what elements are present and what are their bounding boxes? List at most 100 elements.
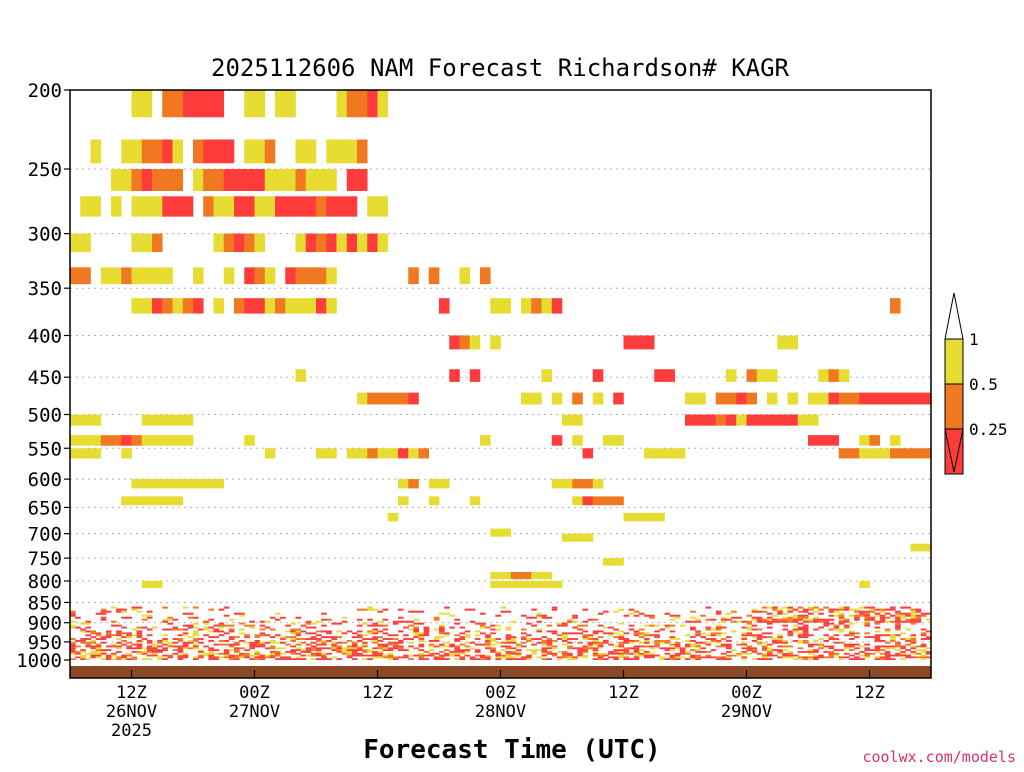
bl-cell bbox=[372, 630, 379, 633]
bl-cell bbox=[187, 624, 194, 627]
bl-cell bbox=[111, 658, 117, 660]
bl-cell bbox=[495, 641, 502, 644]
bl-cell bbox=[736, 643, 742, 646]
bl-cell bbox=[818, 643, 824, 646]
bl-cell bbox=[459, 643, 466, 646]
bl-cell bbox=[849, 630, 855, 633]
bl-cell bbox=[228, 630, 235, 633]
bl-cell bbox=[567, 618, 573, 621]
bl-cell bbox=[362, 654, 368, 657]
bl-cell bbox=[664, 626, 671, 629]
bl-cell bbox=[116, 630, 122, 633]
bl-cell bbox=[879, 618, 886, 621]
y-tick-label: 850 bbox=[28, 592, 62, 614]
y-tick-label: 550 bbox=[28, 438, 62, 460]
bl-cell bbox=[505, 645, 512, 648]
bl-cell bbox=[193, 638, 199, 640]
bl-cell bbox=[95, 645, 102, 648]
ri-cell bbox=[285, 298, 296, 314]
bl-cell bbox=[859, 658, 865, 660]
bl-cell bbox=[490, 628, 496, 631]
bl-cell bbox=[777, 645, 783, 648]
bl-cell bbox=[187, 612, 194, 615]
bl-cell bbox=[792, 628, 799, 631]
bl-cell bbox=[685, 639, 691, 642]
ri-cell bbox=[326, 298, 337, 314]
ri-cell bbox=[377, 196, 389, 217]
bl-cell bbox=[772, 606, 778, 609]
ri-cell bbox=[367, 448, 378, 459]
bl-cell bbox=[925, 636, 932, 639]
ri-cell bbox=[736, 392, 747, 405]
bl-cell bbox=[726, 654, 732, 657]
bl-cell bbox=[152, 649, 158, 652]
bl-cell bbox=[300, 649, 307, 652]
bl-cell bbox=[592, 651, 599, 653]
ri-cell bbox=[213, 90, 225, 118]
bl-cell bbox=[392, 622, 399, 625]
bl-cell bbox=[177, 628, 184, 631]
bl-cell bbox=[864, 620, 871, 623]
ri-cell bbox=[808, 414, 819, 426]
bl-cell bbox=[121, 632, 127, 635]
bl-cell bbox=[75, 626, 81, 629]
bl-cell bbox=[920, 654, 927, 657]
bl-cell bbox=[382, 654, 389, 657]
y-tick-label: 400 bbox=[28, 325, 62, 347]
bl-cell bbox=[485, 638, 491, 640]
bl-cell bbox=[521, 645, 527, 648]
bl-cell bbox=[818, 654, 824, 657]
bl-cell bbox=[131, 628, 138, 631]
bl-cell bbox=[305, 647, 312, 650]
x-axis-label: Forecast Time (UTC) bbox=[363, 735, 660, 765]
ri-cell bbox=[316, 267, 327, 285]
bl-cell bbox=[126, 647, 133, 650]
bl-cell bbox=[813, 606, 819, 609]
bl-cell bbox=[203, 620, 209, 623]
credit-link[interactable]: coolwx.com/models bbox=[862, 748, 1016, 766]
bl-cell bbox=[141, 651, 148, 653]
ri-cell bbox=[377, 392, 389, 405]
bl-cell bbox=[797, 626, 804, 629]
bl-cell bbox=[628, 624, 635, 627]
bl-cell bbox=[864, 622, 871, 625]
bl-cell bbox=[890, 614, 896, 617]
bl-cell bbox=[218, 608, 225, 611]
bl-cell bbox=[444, 649, 450, 652]
bl-cell bbox=[726, 643, 732, 646]
bl-cell bbox=[464, 654, 471, 657]
ri-cell bbox=[295, 298, 307, 314]
bl-cell bbox=[761, 610, 768, 613]
bl-cell bbox=[454, 647, 461, 650]
bl-cell bbox=[259, 624, 266, 627]
ri-cell bbox=[613, 496, 624, 506]
bl-cell bbox=[833, 608, 840, 611]
bl-cell bbox=[802, 624, 809, 627]
bl-cell bbox=[264, 634, 271, 637]
bl-cell bbox=[879, 645, 886, 648]
bl-cell bbox=[838, 649, 845, 652]
bl-cell bbox=[85, 645, 92, 648]
x-tick-label: 28NOV bbox=[475, 702, 526, 722]
ri-cell bbox=[264, 139, 276, 164]
bl-cell bbox=[146, 654, 153, 657]
bl-cell bbox=[346, 652, 353, 655]
bl-cell bbox=[915, 645, 922, 648]
bl-cell bbox=[551, 639, 558, 642]
bl-cell bbox=[843, 645, 850, 648]
bl-cell bbox=[695, 634, 701, 637]
ri-cell bbox=[223, 267, 235, 285]
ri-cell bbox=[141, 479, 153, 489]
bl-cell bbox=[95, 612, 102, 615]
bl-cell bbox=[336, 630, 343, 633]
bl-cell bbox=[659, 628, 666, 631]
ri-cell bbox=[500, 580, 512, 588]
bl-cell bbox=[316, 639, 322, 642]
bl-cell bbox=[633, 654, 640, 657]
bl-cell bbox=[454, 658, 461, 660]
bl-cell bbox=[480, 612, 486, 615]
bl-cell bbox=[797, 616, 804, 619]
bl-cell bbox=[346, 630, 353, 633]
bl-cell bbox=[915, 616, 922, 619]
bl-cell bbox=[541, 652, 548, 655]
